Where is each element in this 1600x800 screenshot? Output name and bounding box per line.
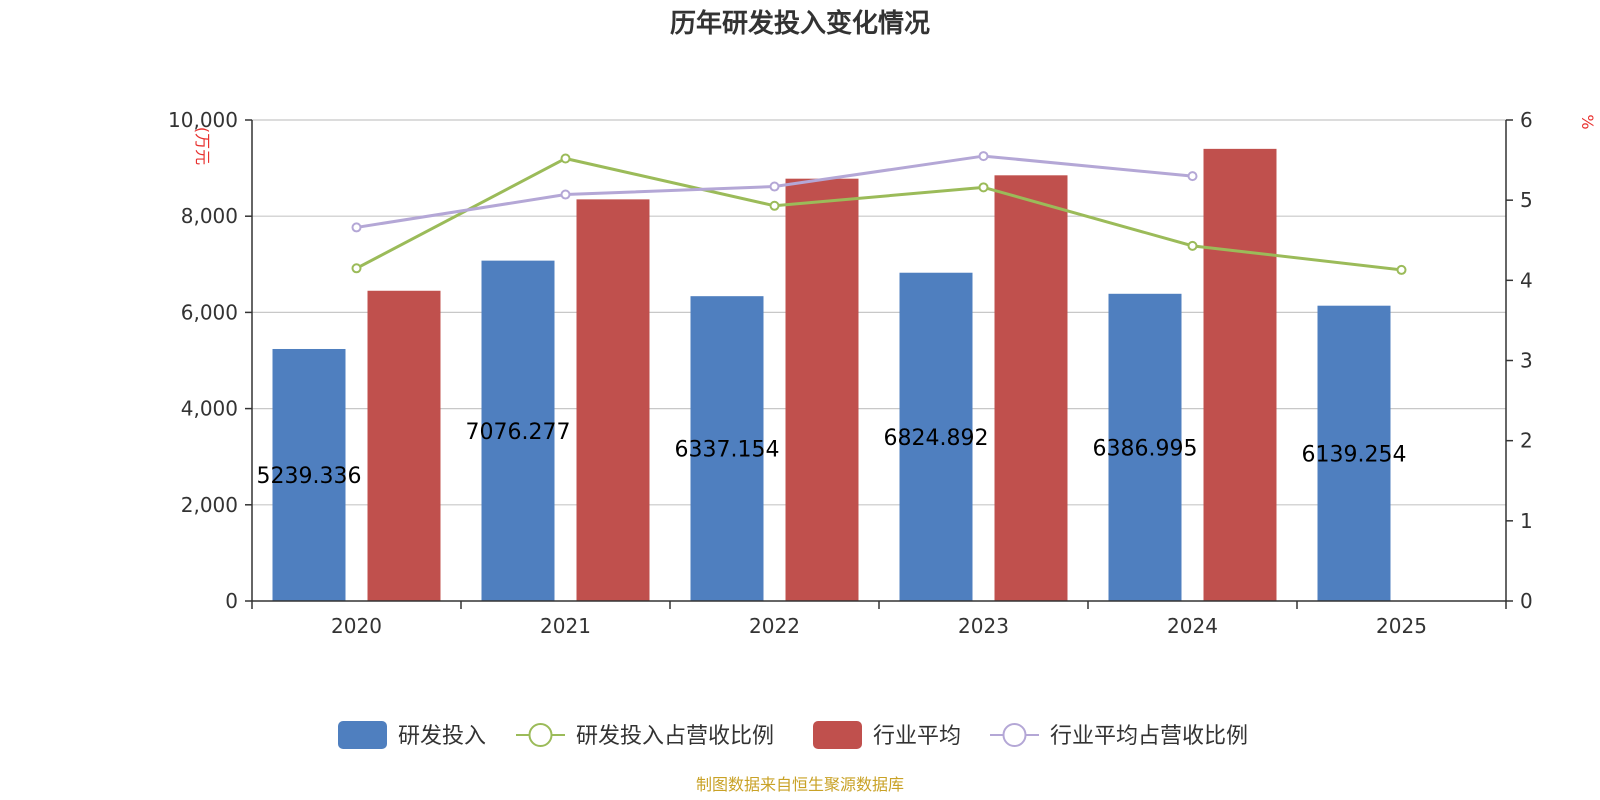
bars bbox=[272, 148, 1391, 602]
right-tick-label: 0 bbox=[1520, 589, 1533, 613]
right-axis-unit: % bbox=[1578, 114, 1597, 129]
legend-label: 研发投入占营收比例 bbox=[576, 724, 774, 749]
line-point bbox=[769, 200, 780, 211]
right-tick-label: 4 bbox=[1520, 268, 1533, 292]
bar-industry-2023 bbox=[994, 175, 1068, 601]
line-point bbox=[978, 182, 989, 193]
line-point bbox=[351, 263, 362, 274]
bar-data-label: 6139.254 bbox=[1302, 442, 1407, 467]
bar-data-label: 5239.336 bbox=[257, 464, 362, 489]
lines bbox=[351, 151, 1407, 275]
bar-industry-2024 bbox=[1203, 148, 1277, 602]
x-tick-label: 2022 bbox=[749, 614, 800, 638]
left-axis-unit: (万元 bbox=[193, 127, 212, 165]
right-tick-label: 3 bbox=[1520, 349, 1533, 373]
axes: 0 2,000 4,000 6,000 8,000 10,000 0 1 2 3 4 5 6 2020 20… bbox=[168, 108, 1533, 638]
bar-industry-2022 bbox=[785, 178, 859, 601]
legend-label: 行业平均 bbox=[873, 724, 961, 749]
bar-rd-2022 bbox=[690, 296, 764, 601]
legend-swatch-marker bbox=[528, 723, 553, 747]
bar-data-label: 6824.892 bbox=[884, 426, 989, 451]
line-point bbox=[560, 189, 571, 200]
chart-title: 历年研发投入变化情况 bbox=[670, 8, 930, 39]
bar-rd-2021 bbox=[481, 260, 555, 601]
line-point bbox=[1396, 264, 1407, 275]
line-point bbox=[560, 153, 571, 164]
left-tick-label: 8,000 bbox=[181, 204, 238, 228]
left-tick-label: 4,000 bbox=[181, 397, 238, 421]
line-point bbox=[1187, 240, 1198, 251]
legend-swatch bbox=[813, 721, 862, 749]
line-point bbox=[978, 151, 989, 162]
left-tick-label: 6,000 bbox=[181, 300, 238, 324]
x-tick-label: 2024 bbox=[1167, 614, 1218, 638]
bar-data-label: 7076.277 bbox=[466, 420, 571, 445]
line-point bbox=[351, 222, 362, 233]
gridlines bbox=[252, 119, 1506, 506]
right-tick-label: 1 bbox=[1520, 509, 1533, 533]
line-rd-ratio bbox=[355, 156, 1402, 272]
bar-rd-2025 bbox=[1317, 305, 1391, 601]
bar-industry-2021 bbox=[576, 199, 650, 602]
x-tick-label: 2025 bbox=[1376, 614, 1427, 638]
bar-rd-2020 bbox=[272, 348, 346, 601]
line-point bbox=[1187, 171, 1198, 182]
legend-label: 行业平均占营收比例 bbox=[1050, 724, 1248, 749]
x-tick-label: 2020 bbox=[331, 614, 382, 638]
line-point bbox=[769, 181, 780, 192]
left-tick-label: 0 bbox=[225, 589, 238, 613]
bar-data-label: 6386.995 bbox=[1093, 436, 1198, 461]
legend: 研发投入 研发投入占营收比例 行业平均 行业平均占营收比例 bbox=[338, 721, 1248, 749]
right-tick-label: 2 bbox=[1520, 429, 1533, 453]
bar-industry-2020 bbox=[367, 290, 441, 601]
legend-swatch bbox=[338, 721, 387, 749]
legend-swatch-marker bbox=[1002, 723, 1027, 747]
bar-rd-2024 bbox=[1108, 293, 1182, 601]
x-tick-label: 2021 bbox=[540, 614, 591, 638]
right-tick-label: 6 bbox=[1520, 108, 1533, 132]
bar-data-label: 6337.154 bbox=[675, 438, 780, 463]
left-tick-label: 10,000 bbox=[168, 108, 238, 132]
bar-rd-2023 bbox=[899, 272, 973, 601]
legend-label: 研发投入 bbox=[398, 724, 486, 749]
left-tick-label: 2,000 bbox=[181, 493, 238, 517]
source-note: 制图数据来自恒生聚源数据库 bbox=[696, 775, 904, 794]
right-tick-label: 5 bbox=[1520, 188, 1533, 212]
x-tick-label: 2023 bbox=[958, 614, 1009, 638]
data-labels: 5239.336 7076.277 6337.154 6824.892 6386.995… bbox=[257, 420, 1407, 489]
